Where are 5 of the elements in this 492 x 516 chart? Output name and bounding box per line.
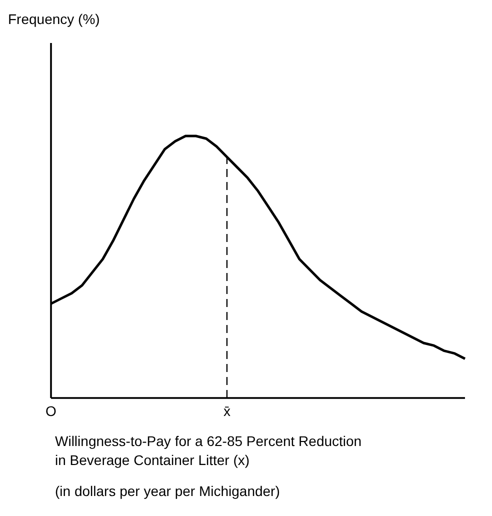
x-axis-title: Willingness-to-Pay for a 62-85 Percent Reduction in Beverage Container Litter (x) xyxy=(55,433,362,468)
text: (in dollars per year per Michigander) xyxy=(55,483,280,499)
x-tick-label: O xyxy=(46,403,57,419)
x-tick-label: x̄ xyxy=(223,403,230,419)
text: Frequency (%) xyxy=(8,11,100,27)
